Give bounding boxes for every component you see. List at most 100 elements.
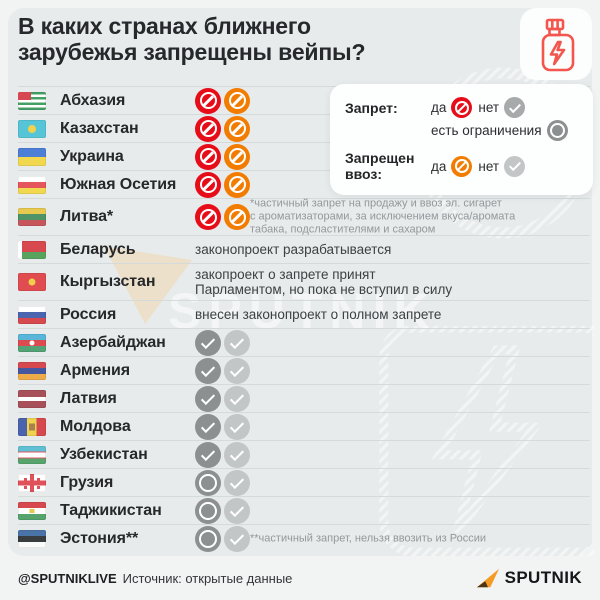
table-row: Россия внесен законопроект о полном запре… [18,300,590,328]
legend-ban-row: Запрет: да нет [345,97,581,118]
import-no-check-icon [504,155,526,177]
import-ban-icon [224,171,250,198]
status-icons [195,357,250,384]
kazakhstan-flag-icon [18,119,46,138]
status-icons [195,143,250,170]
legend-import-row: Запрещен ввоз: да нет [345,150,581,182]
country-name: Грузия [60,473,114,491]
lithuania-flag-icon [18,208,46,226]
table-row: Латвия [18,384,590,412]
country-name: Латвия [60,389,117,407]
source-label: Источник: открытые данные [122,570,293,586]
no-import-check-icon [224,413,250,440]
uzbekistan-flag-icon [18,445,46,464]
table-row: Грузия [18,468,590,496]
table-row: Азербайджан [18,328,590,356]
country-name: Беларусь [60,240,136,258]
no-ban-check-icon [195,329,221,356]
no-import-check-icon [224,441,250,468]
belarus-flag-icon [18,240,46,259]
country-name: Южная Осетия [60,175,177,193]
page-title: В каких странах ближнего зарубежья запре… [18,13,366,65]
no-ban-check-icon [195,413,221,440]
legend-restrictions-label: есть ограничения [431,123,542,138]
country-name: Абхазия [60,91,126,109]
sputnik-logo-icon [476,568,499,588]
latvia-flag-icon [18,389,46,408]
ban-no-check-icon [504,97,526,118]
sputnik-logo-text: SPUTNIK [504,568,582,587]
footer: @SPUTNIKLIVE Источник: открытые данные S… [0,556,600,600]
country-name: Молдова [60,417,131,435]
no-ban-check-icon [195,385,221,412]
table-row: Казахстан [18,114,590,142]
table-row: Украина [18,142,590,170]
country-name: Таджикистан [60,501,162,519]
legend-yes-label: да [431,100,447,115]
status-icons [195,115,250,142]
status-text: внесен законопроект о полном запрете [195,307,442,322]
legend-no-label: нет [478,100,500,115]
country-name: Азербайджан [60,333,166,351]
import-ban-icon [224,115,250,142]
no-import-check-icon [224,357,250,384]
no-ban-check-icon [195,441,221,468]
restrictions-icon [546,120,568,141]
footnote: *частичный запрет на продажу и ввоз эл. … [250,197,516,236]
country-name: Армения [60,361,130,379]
import-ban-icon [224,204,250,230]
status-text: закопроект о запрете принят Парламентом,… [195,267,453,297]
country-name: Украина [60,147,124,165]
status-icons [195,497,250,524]
ban-yes-icon [451,97,473,118]
ban-icon [195,87,221,114]
status-icons [195,329,250,356]
restrictions-icon [195,469,221,496]
no-import-check-icon [224,329,250,356]
ban-icon [195,204,221,230]
legend-no-label: нет [478,158,500,174]
kyrgyzstan-flag-icon [18,273,46,291]
vape-icon [541,18,575,72]
legend-import-no: нет [478,155,526,177]
georgia-flag-icon [18,473,46,492]
country-name: Эстония** [60,529,139,547]
table-row: Эстония** **частичный запрет, нельзя ввоз… [18,524,590,552]
country-name: Россия [60,305,117,323]
no-import-check-icon [224,469,250,496]
import-ban-icon [224,143,250,170]
vape-icon-card [520,8,592,80]
table-row: Южная Осетия [18,170,590,198]
ban-icon [195,171,221,198]
ukraine-flag-icon [18,147,46,166]
legend-yes-label: да [431,158,447,174]
status-icons [195,171,250,198]
legend-import-yes: да [431,155,473,177]
status-icons [195,204,250,230]
status-icons [195,441,250,468]
moldova-flag-icon [18,417,46,436]
no-import-check-icon [224,525,250,552]
table-row: Таджикистан [18,496,590,524]
armenia-flag-icon [18,361,46,380]
south-ossetia-flag-icon [18,175,46,194]
table-row: Узбекистан [18,440,590,468]
legend-import-label: Запрещен ввоз: [345,150,415,182]
footer-credits: @SPUTNIKLIVE Источник: открытые данные [18,571,292,586]
status-icons [195,525,250,552]
legend-restrictions-row: есть ограничения [431,120,581,141]
sputnik-logo: SPUTNIK [476,567,582,589]
restrictions-icon [195,525,221,552]
footnote: **частичный запрет, нельзя ввозить из Ро… [250,532,487,544]
status-icons [195,469,250,496]
table-row: Литва* *частичный запрет на продажу и вво… [18,198,590,236]
table-row: Молдова [18,412,590,440]
table-row: Беларусь законопроект разрабатывается [18,235,590,263]
restrictions-icon [195,497,221,524]
country-list: Абхазия Казахстан Украина Южная Осетия Литва… [18,86,590,552]
legend-restrictions: есть ограничения [431,120,568,141]
table-row: Абхазия [18,86,590,114]
ban-icon [195,143,221,170]
estonia-flag-icon [18,529,46,548]
